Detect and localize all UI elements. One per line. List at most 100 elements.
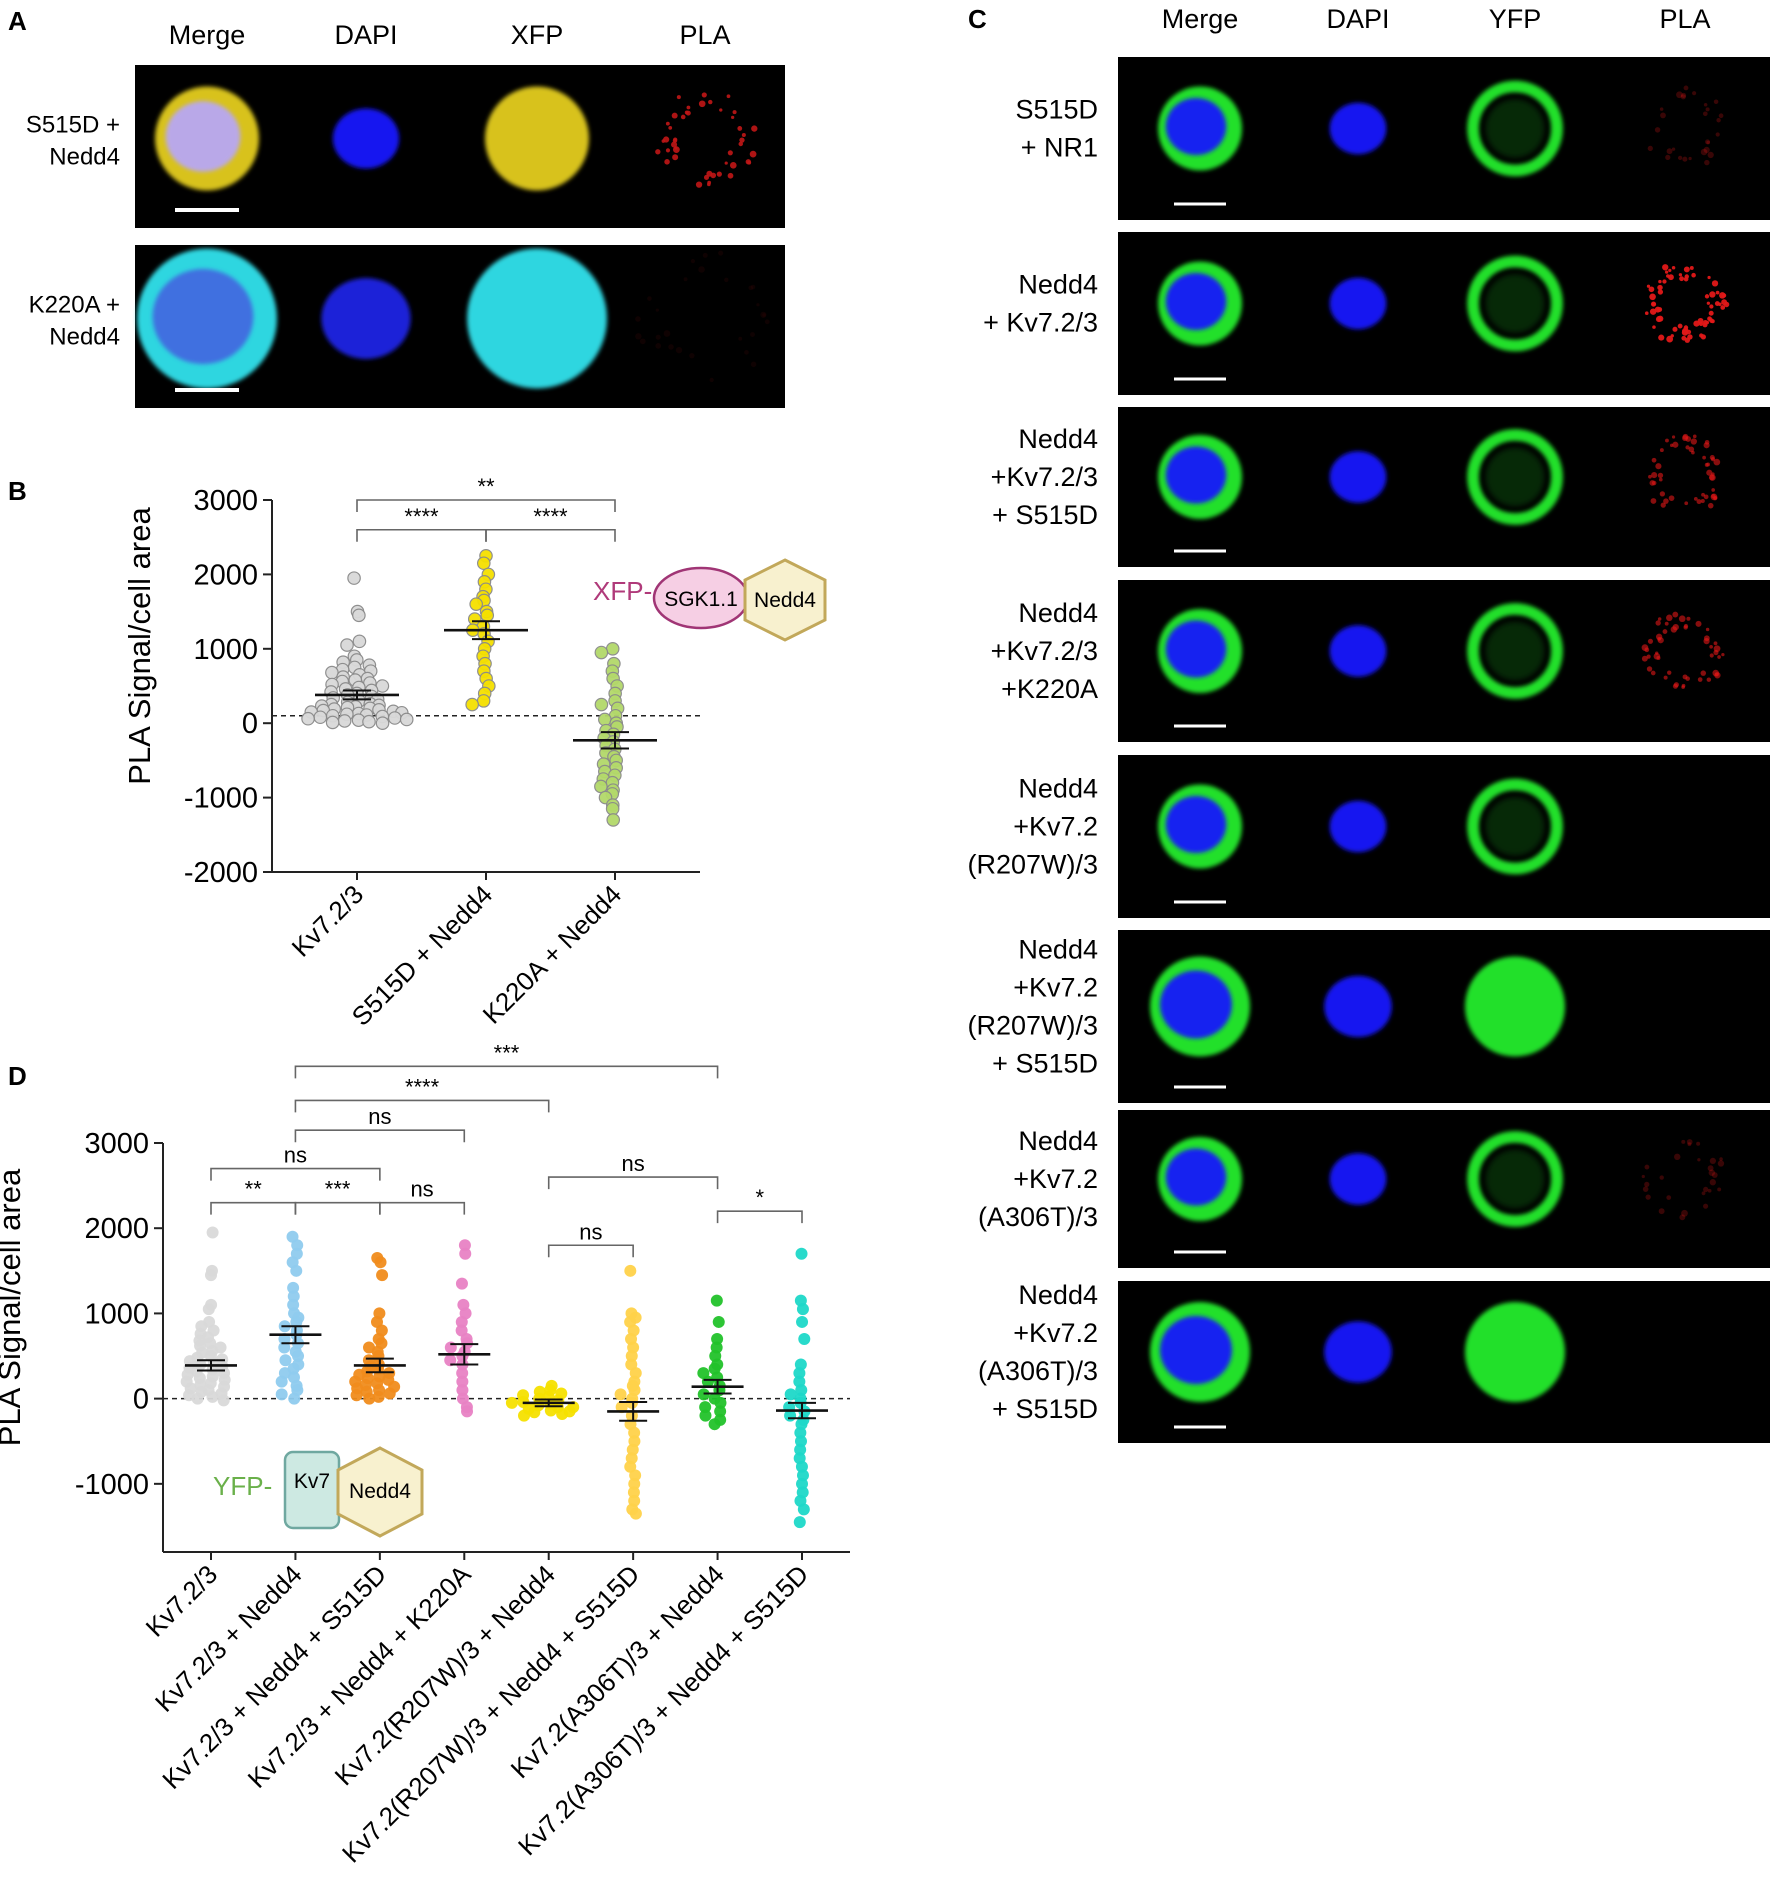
panel-d-data-point [699,1401,712,1414]
panel-d-significance-label: ns [410,1177,433,1202]
panel-b-category-label: K220A + Nedd4 [477,879,628,1030]
panel-c-row-8-label: Nedd4 [1018,1280,1098,1310]
panel-c-row-3-yfp-image [1467,429,1563,525]
panel-b-nedd4-label: Nedd4 [754,589,816,612]
panel-d-significance-bracket [294,1129,466,1143]
panel-d-significance-bracket [294,1099,550,1113]
panel-d-data-point [798,1332,811,1345]
panel-a-row-1-label: Nedd4 [49,144,120,171]
panel-c-row-1-pla-image [1647,85,1724,166]
panel-c-letter: C [968,4,987,34]
panel-d-data-point [796,1315,809,1328]
panel-b-data-point [340,638,354,652]
panel-c-row-4-dapi-image [1329,625,1387,677]
panel-c-header-pla: PLA [1659,4,1710,34]
panel-b-y-tick-label: 1000 [193,634,258,666]
panel-c-row-6-dapi-image [1324,975,1392,1038]
panel-d-y-tick-label: 0 [133,1384,149,1416]
panel-d-data-point [456,1367,469,1380]
panel-b-data-point [337,714,352,728]
panel-b-data-point [362,714,376,729]
panel-a-row-2-label: Nedd4 [49,324,120,351]
panel-d-data-point [275,1388,288,1401]
panel-d-significance-bracket [547,1176,719,1190]
panel-d-data-point [290,1315,303,1328]
panel-d-data-point [455,1277,468,1290]
panel-d-y-axis-label: PLA Signal/cell area [0,1168,27,1446]
panel-d-data-point [795,1247,808,1260]
panel-b-y-tick-label: 2000 [193,559,258,591]
panel-c-header-merge: Merge [1162,4,1239,34]
panel-d-data-point [287,1290,300,1303]
panel-d-data-point [624,1264,637,1277]
panel-c-row-4-label: +Kv7.2/3 [991,636,1098,666]
panel-c-row-2-yfp-image [1467,255,1563,352]
panel-d-data-point [191,1392,204,1405]
panel-d-significance-bracket [547,1244,634,1258]
panel-c-row-4-label: Nedd4 [1018,598,1098,628]
panel-d-data-point [796,1303,809,1316]
panel-d-significance-bracket [379,1201,466,1215]
panel-d-significance-bracket [716,1210,803,1224]
panel-d-significance-bracket [210,1167,381,1181]
panel-b-data-point [352,608,366,623]
panel-c-row-2-dapi-image [1329,277,1387,330]
panel-c-header-yfp: YFP [1489,4,1542,34]
panel-d-data-point [505,1396,518,1409]
panel-c-row-4-label: +K220A [1001,674,1098,704]
panel-c-header-dapi: DAPI [1326,4,1389,34]
panel-d-data-point [461,1405,474,1418]
panel-d-significance-label: *** [325,1177,351,1202]
panel-d-data-point [374,1256,387,1269]
panel-d-data-point [287,1281,300,1294]
panel-c-row-1-label: + NR1 [1021,133,1098,163]
panel-b-nedd4-hexagon [743,558,827,642]
panel-c-row-7-label: (A306T)/3 [978,1202,1098,1232]
panel-d-data-point [204,1269,217,1282]
panel-d-category-label: Kv7.2(R207W)/3 + Nedd4 + S515D [336,1559,645,1868]
panel-d-data-point [279,1354,292,1367]
panel-d-data-point [278,1341,291,1354]
panel-c-row-5-merge-image [1158,784,1242,869]
panel-d-data-point [699,1409,712,1422]
panel-d-data-point [794,1443,807,1456]
panel-d-chart: -1000 0 1000 2000 3000 PLA Signal/cell area Kv… [0,1040,850,1868]
panel-b-data-point [594,697,609,712]
panel-c-row-4-pla-image [1641,611,1725,689]
panel-c-row-8-merge-image [1150,1302,1250,1402]
panel-d-data-point [614,1388,627,1401]
panel-d-data-point [459,1247,472,1260]
panel-c-row-5-label: Nedd4 [1018,774,1098,804]
panel-d-data-point [797,1503,810,1516]
panel-b-data-point [375,716,390,730]
panel-b-y-tick-label: 3000 [193,485,258,517]
panel-c-row-7-label: Nedd4 [1018,1126,1098,1156]
panel-b-y-tick-label: -1000 [184,783,258,815]
panel-b-data-point [352,634,367,649]
panel-b-data-point [477,556,491,571]
panel-d-significance-label: ns [284,1143,307,1168]
panel-b-significance-bracket [356,499,616,512]
panel-d-significance-label: * [756,1185,765,1210]
panel-b-data-point [594,779,608,794]
panel-d-data-point [628,1477,641,1490]
panel-b-data-point [476,694,491,708]
panel-d-data-point [383,1387,396,1400]
panel-d-data-point [518,1409,531,1422]
panel-c-row-6-label: (R207W)/3 [967,1011,1098,1041]
panel-d-data-point [202,1303,215,1316]
panel-c-row-7-yfp-image [1467,1131,1563,1227]
panel-c-row-2-merge-image [1158,261,1242,346]
panel-a-row-2-merge-image [137,248,277,389]
panel-c-row-6-yfp-image [1465,956,1565,1057]
panel-c-row-3-label: Nedd4 [1018,424,1098,454]
panel-b-y-tick-label: -2000 [184,857,258,889]
panel-d-data-point [784,1388,797,1401]
panel-c-row-3-label: +Kv7.2/3 [991,462,1098,492]
panel-b-data-point [469,597,483,611]
panel-a-header-xfp: XFP [511,20,564,50]
panel-a-header-pla: PLA [679,20,730,50]
panel-d-category-label: Kv7.2/3 + Nedd4 [149,1559,308,1718]
panel-b-data-point [347,571,361,585]
